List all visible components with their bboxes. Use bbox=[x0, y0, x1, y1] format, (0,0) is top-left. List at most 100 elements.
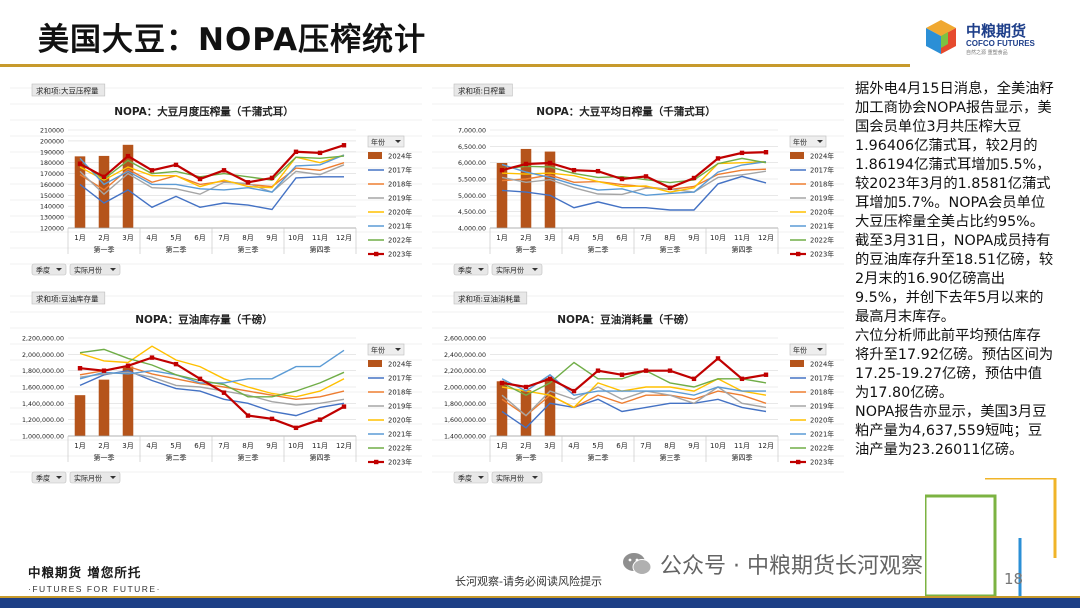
legend-marker bbox=[374, 459, 379, 465]
x-tick-label: 10月 bbox=[710, 442, 726, 450]
filter-button-label: 实际月份 bbox=[496, 266, 524, 275]
logo-en-text: COFCO FUTURES bbox=[966, 39, 1035, 48]
filter-button-label: 季度 bbox=[458, 474, 472, 483]
series-line-2017年 bbox=[79, 369, 345, 417]
series-point-2023 bbox=[245, 413, 251, 418]
quarter-label: 第四季 bbox=[310, 453, 331, 462]
x-tick-label: 11月 bbox=[734, 234, 750, 242]
series-point-2023 bbox=[763, 372, 769, 377]
legend-swatch bbox=[790, 360, 804, 367]
filter-button-box bbox=[31, 471, 67, 484]
x-tick-label: 11月 bbox=[734, 442, 750, 450]
series-point-2023 bbox=[691, 376, 697, 382]
series-point-2023 bbox=[77, 161, 83, 166]
series-point-2023 bbox=[77, 366, 83, 371]
x-tick-label: 3月 bbox=[544, 442, 555, 450]
series-line-2021年 bbox=[79, 154, 345, 193]
y-tick-label: 190000 bbox=[40, 149, 64, 156]
y-tick-label: 2,200,000.00 bbox=[22, 336, 64, 343]
quarter-label: 第四季 bbox=[732, 453, 753, 462]
y-tick-label: 200000 bbox=[40, 138, 64, 145]
x-tick-label: 12月 bbox=[758, 442, 774, 450]
quarter-label: 第二季 bbox=[588, 245, 609, 254]
x-tick-label: 8月 bbox=[664, 234, 675, 242]
legend-label: 2023年 bbox=[388, 250, 412, 259]
legend-label: 2017年 bbox=[388, 374, 412, 383]
filter-dropdown-icon bbox=[478, 268, 484, 271]
bar-2024 bbox=[122, 366, 134, 436]
x-tick-label: 9月 bbox=[266, 442, 277, 450]
x-tick-label: 1月 bbox=[496, 442, 507, 450]
field-tag-box bbox=[31, 291, 106, 305]
bottom-accent-line bbox=[0, 596, 1080, 598]
y-tick-label: 2,400,000.00 bbox=[444, 352, 486, 359]
legend-label: 2024年 bbox=[810, 152, 834, 161]
chart-panel-oil-stocks: 求和项:豆油库存量 NOPA：豆油库存量（千磅） 1,000,000.00 1,200… bbox=[10, 288, 422, 493]
legend-label: 2021年 bbox=[810, 222, 834, 231]
y-tick-label: 6,500.00 bbox=[458, 144, 486, 151]
field-tag-box bbox=[453, 291, 528, 305]
quarter-label: 第一季 bbox=[516, 245, 537, 254]
series-point-2023 bbox=[715, 156, 721, 161]
chart-panel-oil-usage: 求和项:豆油消耗量 NOPA：豆油消耗量（千磅） 1,400,000.00 1,600… bbox=[432, 288, 844, 493]
x-tick-label: 5月 bbox=[170, 442, 181, 450]
cofco-cube-icon bbox=[926, 20, 956, 54]
chart-title: NOPA：大豆月度压榨量（千蒲式耳） bbox=[114, 105, 294, 118]
bar-2024 bbox=[520, 390, 532, 436]
series-point-2023 bbox=[293, 149, 299, 154]
filter-button-label: 实际月份 bbox=[74, 266, 102, 275]
x-tick-label: 7月 bbox=[218, 442, 229, 450]
x-tick-label: 8月 bbox=[664, 442, 675, 450]
filter-button-box bbox=[69, 263, 121, 276]
y-tick-label: 4,500.00 bbox=[458, 209, 486, 216]
series-point-2023 bbox=[643, 174, 649, 179]
y-tick-label: 1,800,000.00 bbox=[22, 368, 64, 375]
x-tick-label: 12月 bbox=[336, 442, 352, 450]
legend-label: 2021年 bbox=[810, 430, 834, 439]
filter-button-label: 季度 bbox=[458, 266, 472, 275]
x-tick-label: 9月 bbox=[688, 442, 699, 450]
y-tick-label: 180000 bbox=[40, 160, 64, 167]
filter-dropdown-icon bbox=[817, 348, 823, 351]
series-point-2023 bbox=[293, 425, 299, 431]
footer-logo-cn: 中粮期货 增您所托 bbox=[28, 565, 142, 580]
series-point-2023 bbox=[643, 368, 649, 373]
series-line-2022年 bbox=[79, 348, 345, 398]
filter-button-box bbox=[31, 263, 67, 276]
x-tick-label: 1月 bbox=[74, 234, 85, 242]
series-line-2018年 bbox=[501, 390, 767, 417]
y-tick-label: 2,200,000.00 bbox=[444, 368, 486, 375]
x-tick-label: 2月 bbox=[520, 442, 531, 450]
legend-label: 2020年 bbox=[388, 208, 412, 217]
y-tick-label: 6,000.00 bbox=[458, 160, 486, 167]
series-point-2023 bbox=[619, 176, 625, 182]
filter-dropdown-icon bbox=[478, 476, 484, 479]
x-tick-label: 11月 bbox=[312, 234, 328, 242]
x-tick-label: 10月 bbox=[288, 442, 304, 450]
y-tick-label: 210000 bbox=[40, 128, 64, 135]
legend-swatch bbox=[368, 152, 382, 159]
legend-label: 2023年 bbox=[810, 458, 834, 467]
y-tick-label: 150000 bbox=[40, 193, 64, 200]
title-underline bbox=[0, 64, 910, 67]
x-tick-label: 5月 bbox=[592, 442, 603, 450]
y-tick-label: 7,000.00 bbox=[458, 128, 486, 135]
chart-title: NOPA：豆油库存量（千磅） bbox=[135, 313, 273, 326]
x-tick-label: 11月 bbox=[312, 442, 328, 450]
filter-button-label: 实际月份 bbox=[74, 474, 102, 483]
legend-header-box bbox=[789, 343, 827, 356]
quarter-label: 第一季 bbox=[94, 453, 115, 462]
legend-marker bbox=[796, 459, 801, 465]
legend-marker bbox=[374, 251, 379, 257]
chart-svg-oil-usage: 求和项:豆油消耗量 NOPA：豆油消耗量（千磅） 1,400,000.00 1,600… bbox=[432, 288, 844, 493]
bar-2024 bbox=[74, 156, 86, 228]
legend-label: 2023年 bbox=[810, 250, 834, 259]
field-tag: 求和项:日榨量 bbox=[458, 86, 506, 96]
series-point-2023 bbox=[221, 168, 227, 173]
chart-svg-oil-stocks: 求和项:豆油库存量 NOPA：豆油库存量（千磅） 1,000,000.00 1,200… bbox=[10, 288, 422, 493]
series-point-2023 bbox=[523, 161, 529, 167]
series-point-2023 bbox=[595, 368, 601, 373]
legend-marker bbox=[796, 251, 801, 257]
series-point-2023 bbox=[571, 167, 577, 173]
filter-button-box bbox=[453, 471, 489, 484]
